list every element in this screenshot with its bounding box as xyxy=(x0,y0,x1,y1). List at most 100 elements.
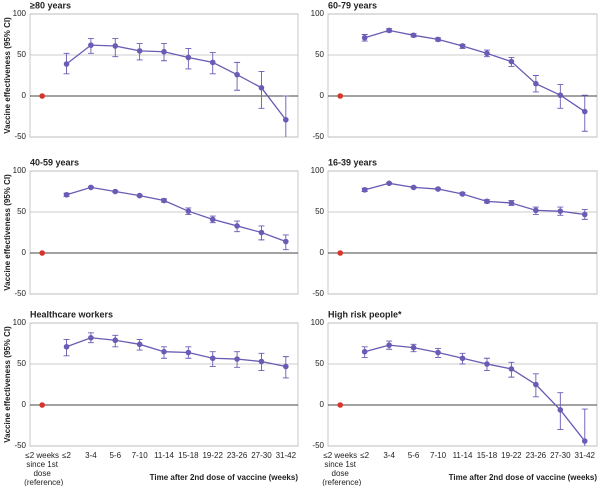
point xyxy=(581,211,588,218)
x-tick-label: 19-22 xyxy=(202,451,223,460)
y-tick-label: 0 xyxy=(22,91,27,100)
point xyxy=(283,116,289,123)
reference-point xyxy=(337,402,344,408)
point xyxy=(533,80,539,87)
y-tick-label: 100 xyxy=(311,166,325,175)
point xyxy=(361,187,368,193)
point xyxy=(386,27,392,34)
reference-label-box: ≤2 weeks since 1st dose (reference) xyxy=(24,451,63,487)
y-tick-label: -50 xyxy=(312,132,324,141)
line xyxy=(364,182,585,216)
point xyxy=(258,229,265,236)
line xyxy=(364,29,586,113)
y-tick-label: 100 xyxy=(13,9,27,18)
point xyxy=(112,337,119,344)
point xyxy=(410,344,417,351)
x-tick-label: ≤2 weeks since 1st dose (reference) xyxy=(322,451,362,487)
point xyxy=(63,191,70,198)
plot-frame xyxy=(29,322,299,447)
point xyxy=(88,334,94,341)
panel-title: ≥80 years xyxy=(30,0,71,10)
y-tick-label: 100 xyxy=(13,318,27,327)
y-tick-label: 0 xyxy=(22,248,27,257)
point xyxy=(361,34,368,41)
x-tick-label: 23-26 xyxy=(227,451,248,460)
reference-point xyxy=(337,250,344,256)
point xyxy=(410,184,417,191)
x-tick-label: ≤2 xyxy=(62,451,71,460)
point xyxy=(185,208,192,214)
series xyxy=(39,184,289,256)
y-tick-label: 100 xyxy=(13,166,27,175)
point xyxy=(63,343,70,350)
reference-point xyxy=(39,250,45,256)
y-axis-label: Vaccine effectiveness (95% CI) xyxy=(3,17,12,134)
y-tick-label: 50 xyxy=(315,359,324,368)
point xyxy=(63,61,70,67)
y-tick-label: -50 xyxy=(14,132,26,141)
x-tick-label: 27-30 xyxy=(251,451,272,460)
line xyxy=(66,337,286,368)
point xyxy=(557,92,564,98)
x-tick-label: 31-42 xyxy=(276,451,297,460)
x-tick-label: 23-26 xyxy=(526,451,547,460)
point xyxy=(283,363,289,370)
y-tick-label: 0 xyxy=(22,400,27,409)
point xyxy=(508,200,515,206)
reference-point xyxy=(39,93,45,99)
y-tick-label: 0 xyxy=(320,400,325,409)
point xyxy=(508,58,515,65)
point xyxy=(161,348,167,355)
y-axis-label: Vaccine effectiveness (95% CI) xyxy=(3,326,12,443)
point xyxy=(209,216,216,223)
point xyxy=(533,207,539,214)
x-tick-label: 7-10 xyxy=(430,451,447,460)
point xyxy=(484,50,490,57)
point xyxy=(283,238,289,245)
point xyxy=(136,341,143,348)
point xyxy=(435,349,441,356)
point xyxy=(88,42,94,48)
point xyxy=(386,342,392,348)
point xyxy=(410,32,417,39)
y-tick-label: 0 xyxy=(320,91,325,100)
y-tick-label: 0 xyxy=(320,248,325,257)
y-tick-label: 50 xyxy=(17,359,26,368)
point xyxy=(88,184,94,191)
x-tick-label: 19-22 xyxy=(501,451,522,460)
panel-title: High risk people* xyxy=(328,309,402,319)
x-tick-label: 15-18 xyxy=(477,451,498,460)
x-tick-label: 11-14 xyxy=(154,451,174,460)
x-tick-label: 3-4 xyxy=(85,451,97,460)
y-tick-label: -50 xyxy=(312,441,324,450)
line xyxy=(364,344,586,442)
y-tick-label: -50 xyxy=(14,289,26,298)
y-tick-label: 50 xyxy=(315,207,324,216)
y-tick-label: 50 xyxy=(315,50,324,59)
point xyxy=(386,180,392,187)
point xyxy=(435,186,441,192)
y-tick-label: 100 xyxy=(311,9,325,18)
y-tick-label: 50 xyxy=(17,207,26,216)
y-tick-label: -50 xyxy=(312,289,324,298)
y-axis-label: Vaccine effectiveness (95% CI) xyxy=(3,174,12,291)
point xyxy=(112,43,119,49)
point xyxy=(459,43,466,49)
plot-frame xyxy=(327,322,598,447)
reference-point xyxy=(39,402,45,408)
point xyxy=(258,358,265,365)
point xyxy=(209,59,216,66)
point xyxy=(161,48,167,55)
point xyxy=(258,85,265,91)
x-tick-label: 27-30 xyxy=(550,451,571,460)
series xyxy=(337,180,588,256)
x-tick-label: 5-6 xyxy=(408,451,420,460)
point xyxy=(557,407,564,413)
point xyxy=(459,355,466,362)
x-tick-label: ≤2 xyxy=(360,451,369,460)
point xyxy=(136,192,143,199)
x-axis-label: Time after 2nd dose of vaccine (weeks) xyxy=(449,473,598,482)
point xyxy=(459,191,466,197)
x-tick-label: 31-42 xyxy=(575,451,596,460)
